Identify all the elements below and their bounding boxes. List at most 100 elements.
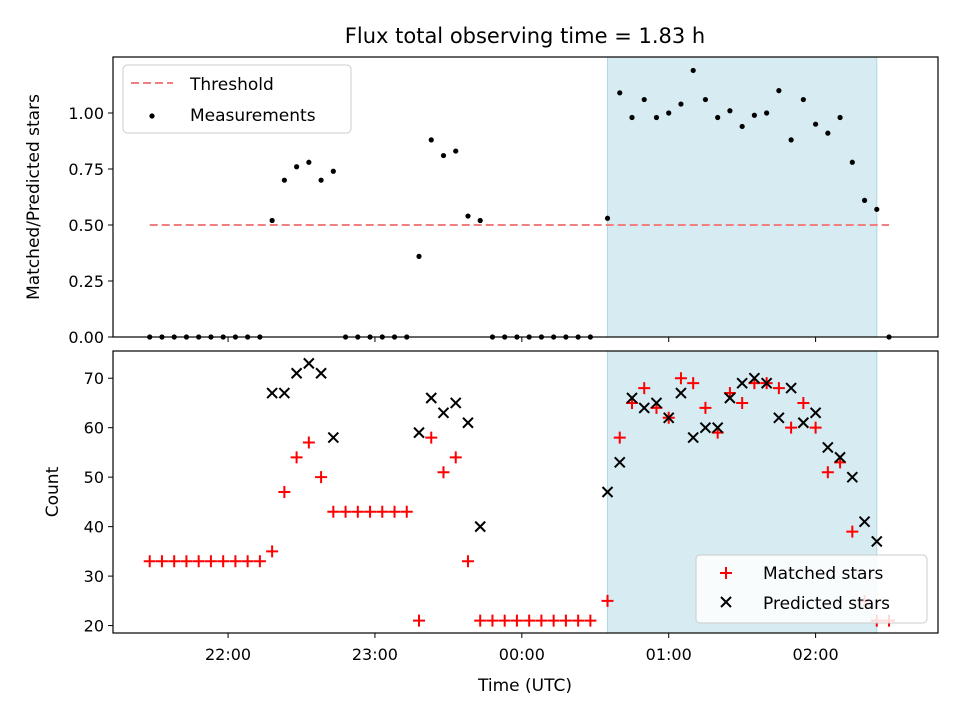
matched-star-point	[821, 466, 834, 479]
measurement-point	[604, 215, 611, 221]
matched-star-point	[699, 401, 712, 414]
measurement-point	[440, 152, 447, 159]
matched-star-point	[461, 555, 474, 568]
measurement-point	[617, 90, 623, 96]
measurement-point	[294, 164, 300, 170]
measurement-point	[715, 114, 721, 121]
top-legend: Threshold Measurements	[122, 64, 352, 134]
measurement-point	[477, 217, 483, 224]
matched-star-point	[486, 614, 499, 627]
y-tick-label: 50	[84, 468, 104, 487]
legend-matched-label: Matched stars	[763, 564, 883, 584]
measurement-point	[318, 177, 324, 183]
matched-star-point	[351, 505, 364, 518]
predicted-stars-points	[266, 357, 883, 548]
bottom-y-axis-label: Count	[43, 466, 63, 517]
measurement-point	[330, 168, 336, 174]
top-highlight-span	[607, 56, 878, 338]
predicted-star-point	[760, 377, 773, 389]
measurement-point	[800, 96, 806, 103]
bottom-y-ticks: 20 30 40 50 60 70	[84, 369, 113, 636]
matched-star-point	[601, 594, 614, 607]
predicted-star-point	[797, 417, 810, 429]
top-x-ticks	[227, 337, 817, 342]
predicted-star-point	[748, 372, 761, 384]
bottom-axes-frame	[112, 350, 939, 634]
predicted-star-point	[437, 407, 450, 419]
measurement-point	[788, 137, 794, 143]
matched-star-point	[498, 614, 511, 627]
matched-star-point	[425, 431, 438, 444]
measurement-point	[825, 130, 831, 136]
matched-star-point	[168, 555, 181, 568]
measurement-point	[306, 159, 312, 165]
y-tick-label: 1.00	[68, 104, 104, 123]
predicted-star-point	[303, 357, 315, 370]
matched-star-point	[523, 614, 536, 627]
legend-predicted-label: Predicted stars	[763, 594, 890, 614]
matched-star-point	[315, 471, 328, 484]
bottom-x-ticks: 22:00 23:00 00:00 01:00 02:00	[205, 633, 839, 664]
predicted-star-point	[638, 402, 650, 414]
matched-star-point	[809, 421, 822, 434]
matched-star-point	[204, 555, 217, 568]
predicted-star-point	[450, 397, 462, 409]
measurement-point	[281, 177, 287, 183]
matched-star-point	[327, 505, 340, 518]
predicted-star-point	[650, 397, 663, 409]
measurement-point	[764, 110, 770, 116]
matched-star-point	[388, 505, 401, 518]
predicted-star-point	[425, 392, 437, 404]
measurement-point	[453, 148, 459, 154]
top-legend-box	[122, 64, 352, 134]
predicted-star-point	[871, 535, 883, 548]
x-axis-label: Time (UTC)	[477, 676, 572, 696]
matched-star-point	[143, 555, 156, 568]
matched-star-point	[217, 555, 230, 568]
matched-star-point	[449, 451, 462, 464]
predicted-star-point	[834, 451, 846, 464]
legend-matched-swatch	[720, 567, 732, 579]
measurement-point	[849, 159, 855, 165]
predicted-star-point	[675, 387, 687, 399]
predicted-star-point	[699, 421, 712, 434]
legend-measurements-swatch	[149, 113, 155, 119]
legend-predicted-swatch	[720, 596, 732, 608]
predicted-star-point	[462, 417, 474, 429]
measurement-point	[776, 88, 782, 94]
matched-stars-points	[143, 372, 896, 627]
matched-star-point	[797, 396, 810, 409]
legend-threshold-label: Threshold	[189, 75, 274, 95]
y-tick-label: 20	[84, 617, 104, 636]
x-tick-label: 23:00	[352, 645, 398, 664]
x-tick-label: 22:00	[205, 645, 251, 664]
matched-star-point	[638, 382, 651, 395]
predicted-star-point	[809, 407, 822, 419]
matched-star-point	[400, 505, 413, 518]
predicted-star-point	[601, 486, 614, 498]
top-panel: 0.00 0.25 0.50 0.75 1.00 Matched/Predicted s…	[24, 56, 939, 347]
matched-star-point	[253, 555, 266, 568]
predicted-star-point	[724, 392, 736, 404]
measurement-point	[812, 121, 819, 127]
bottom-panel: 20 30 40 50 60 70 22:00 23:00 00:00 01:00 02:00 C…	[43, 350, 939, 696]
matched-star-point	[241, 555, 254, 568]
predicted-star-point	[711, 421, 724, 434]
matched-star-point	[155, 555, 168, 568]
measurement-point	[653, 114, 660, 121]
matched-star-point	[376, 505, 389, 518]
measurement-point	[678, 101, 684, 107]
matched-star-point	[180, 555, 193, 568]
top-y-ticks: 0.00 0.25 0.50 0.75 1.00	[68, 104, 113, 347]
predicted-star-point	[413, 426, 425, 439]
predicted-star-point	[626, 392, 638, 404]
matched-star-point	[229, 555, 242, 568]
predicted-star-point	[614, 456, 626, 469]
legend-measurements-label: Measurements	[190, 106, 316, 126]
top-axes-frame	[112, 56, 939, 338]
measurement-point	[739, 123, 745, 130]
measurement-point	[428, 137, 434, 143]
measurement-points	[147, 67, 892, 340]
matched-star-point	[437, 466, 450, 479]
y-tick-label: 70	[84, 369, 104, 388]
